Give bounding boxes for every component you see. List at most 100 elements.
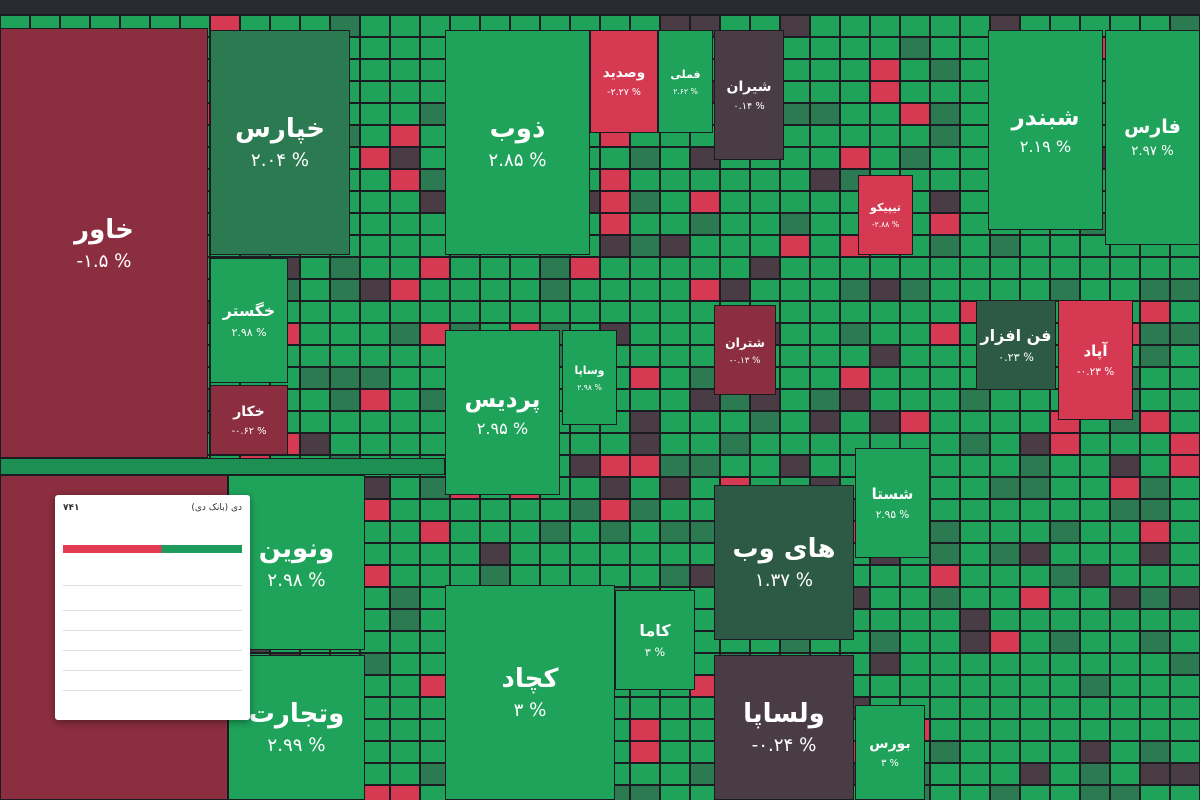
tile (960, 147, 990, 169)
top-bar (0, 0, 1200, 14)
tile (630, 191, 660, 213)
tile (570, 433, 600, 455)
tile (390, 477, 420, 499)
tile (870, 81, 900, 103)
tile (900, 103, 930, 125)
tile (600, 433, 630, 455)
tile-name: های وب (732, 534, 836, 564)
tile (1170, 785, 1200, 800)
tile (390, 543, 420, 565)
tile (960, 587, 990, 609)
tile (390, 521, 420, 543)
tile-name: ذوب (489, 114, 546, 144)
tile (600, 301, 630, 323)
tile (630, 345, 660, 367)
tile-name: بورس (869, 736, 911, 752)
tile (540, 301, 570, 323)
tile (810, 345, 840, 367)
tile (660, 719, 690, 741)
tile: فن افزار ۰.۲۳ % (976, 300, 1056, 390)
tile (390, 147, 420, 169)
tile (1140, 411, 1170, 433)
tile (930, 587, 960, 609)
tile (1080, 697, 1110, 719)
tile (1020, 609, 1050, 631)
tile (630, 147, 660, 169)
tile (900, 587, 930, 609)
tile (300, 323, 330, 345)
tile (870, 411, 900, 433)
tile (930, 543, 960, 565)
tile (990, 543, 1020, 565)
tile (480, 499, 510, 521)
tile (660, 367, 690, 389)
tile (930, 741, 960, 763)
tile (1170, 257, 1200, 279)
tile (1140, 587, 1170, 609)
tile (960, 389, 990, 411)
tile (1080, 631, 1110, 653)
tile (1080, 279, 1110, 301)
tile (660, 565, 690, 587)
tile (720, 213, 750, 235)
tile-change: -۰.۲۴ % (751, 735, 817, 756)
tile-name: خاور (74, 214, 134, 245)
tile (1140, 543, 1170, 565)
tile (1140, 719, 1170, 741)
tile (930, 235, 960, 257)
tile: خپارس ۲.۰۴ % (210, 30, 350, 255)
tile (780, 213, 810, 235)
tile (1080, 763, 1110, 785)
tile (870, 257, 900, 279)
tile (780, 367, 810, 389)
tile: ذوب ۲.۸۵ % (445, 30, 590, 255)
tile (300, 411, 330, 433)
tile (1110, 609, 1140, 631)
tile (780, 301, 810, 323)
tile (960, 257, 990, 279)
tile (840, 323, 870, 345)
tile (1020, 587, 1050, 609)
tile (1110, 499, 1140, 521)
tile (990, 719, 1020, 741)
tile (570, 521, 600, 543)
tile (1140, 609, 1170, 631)
tile (1170, 631, 1200, 653)
divider (63, 585, 242, 586)
tile-change: ۲.۱۹ % (1019, 136, 1072, 156)
tile (930, 455, 960, 477)
tile (900, 279, 930, 301)
tile-name: فملی (670, 67, 701, 81)
tile (390, 257, 420, 279)
tile (540, 499, 570, 521)
tile (870, 279, 900, 301)
tile (570, 279, 600, 301)
tile (660, 235, 690, 257)
tile (750, 169, 780, 191)
tile (930, 675, 960, 697)
tile (390, 81, 420, 103)
tile (1110, 719, 1140, 741)
tile (1050, 763, 1080, 785)
tile (690, 433, 720, 455)
tile (990, 631, 1020, 653)
tile (930, 257, 960, 279)
tile (1080, 235, 1110, 257)
tile (1050, 565, 1080, 587)
tile (930, 169, 960, 191)
tile (930, 345, 960, 367)
tile (990, 279, 1020, 301)
tile-name: شستا (871, 485, 914, 503)
tile (870, 15, 900, 37)
tile (960, 741, 990, 763)
tile (600, 565, 630, 587)
tile (1080, 719, 1110, 741)
tile (930, 389, 960, 411)
tile (930, 301, 960, 323)
tile (390, 191, 420, 213)
tile (1170, 301, 1200, 323)
tile (810, 301, 840, 323)
tile (360, 279, 390, 301)
tile (900, 15, 930, 37)
